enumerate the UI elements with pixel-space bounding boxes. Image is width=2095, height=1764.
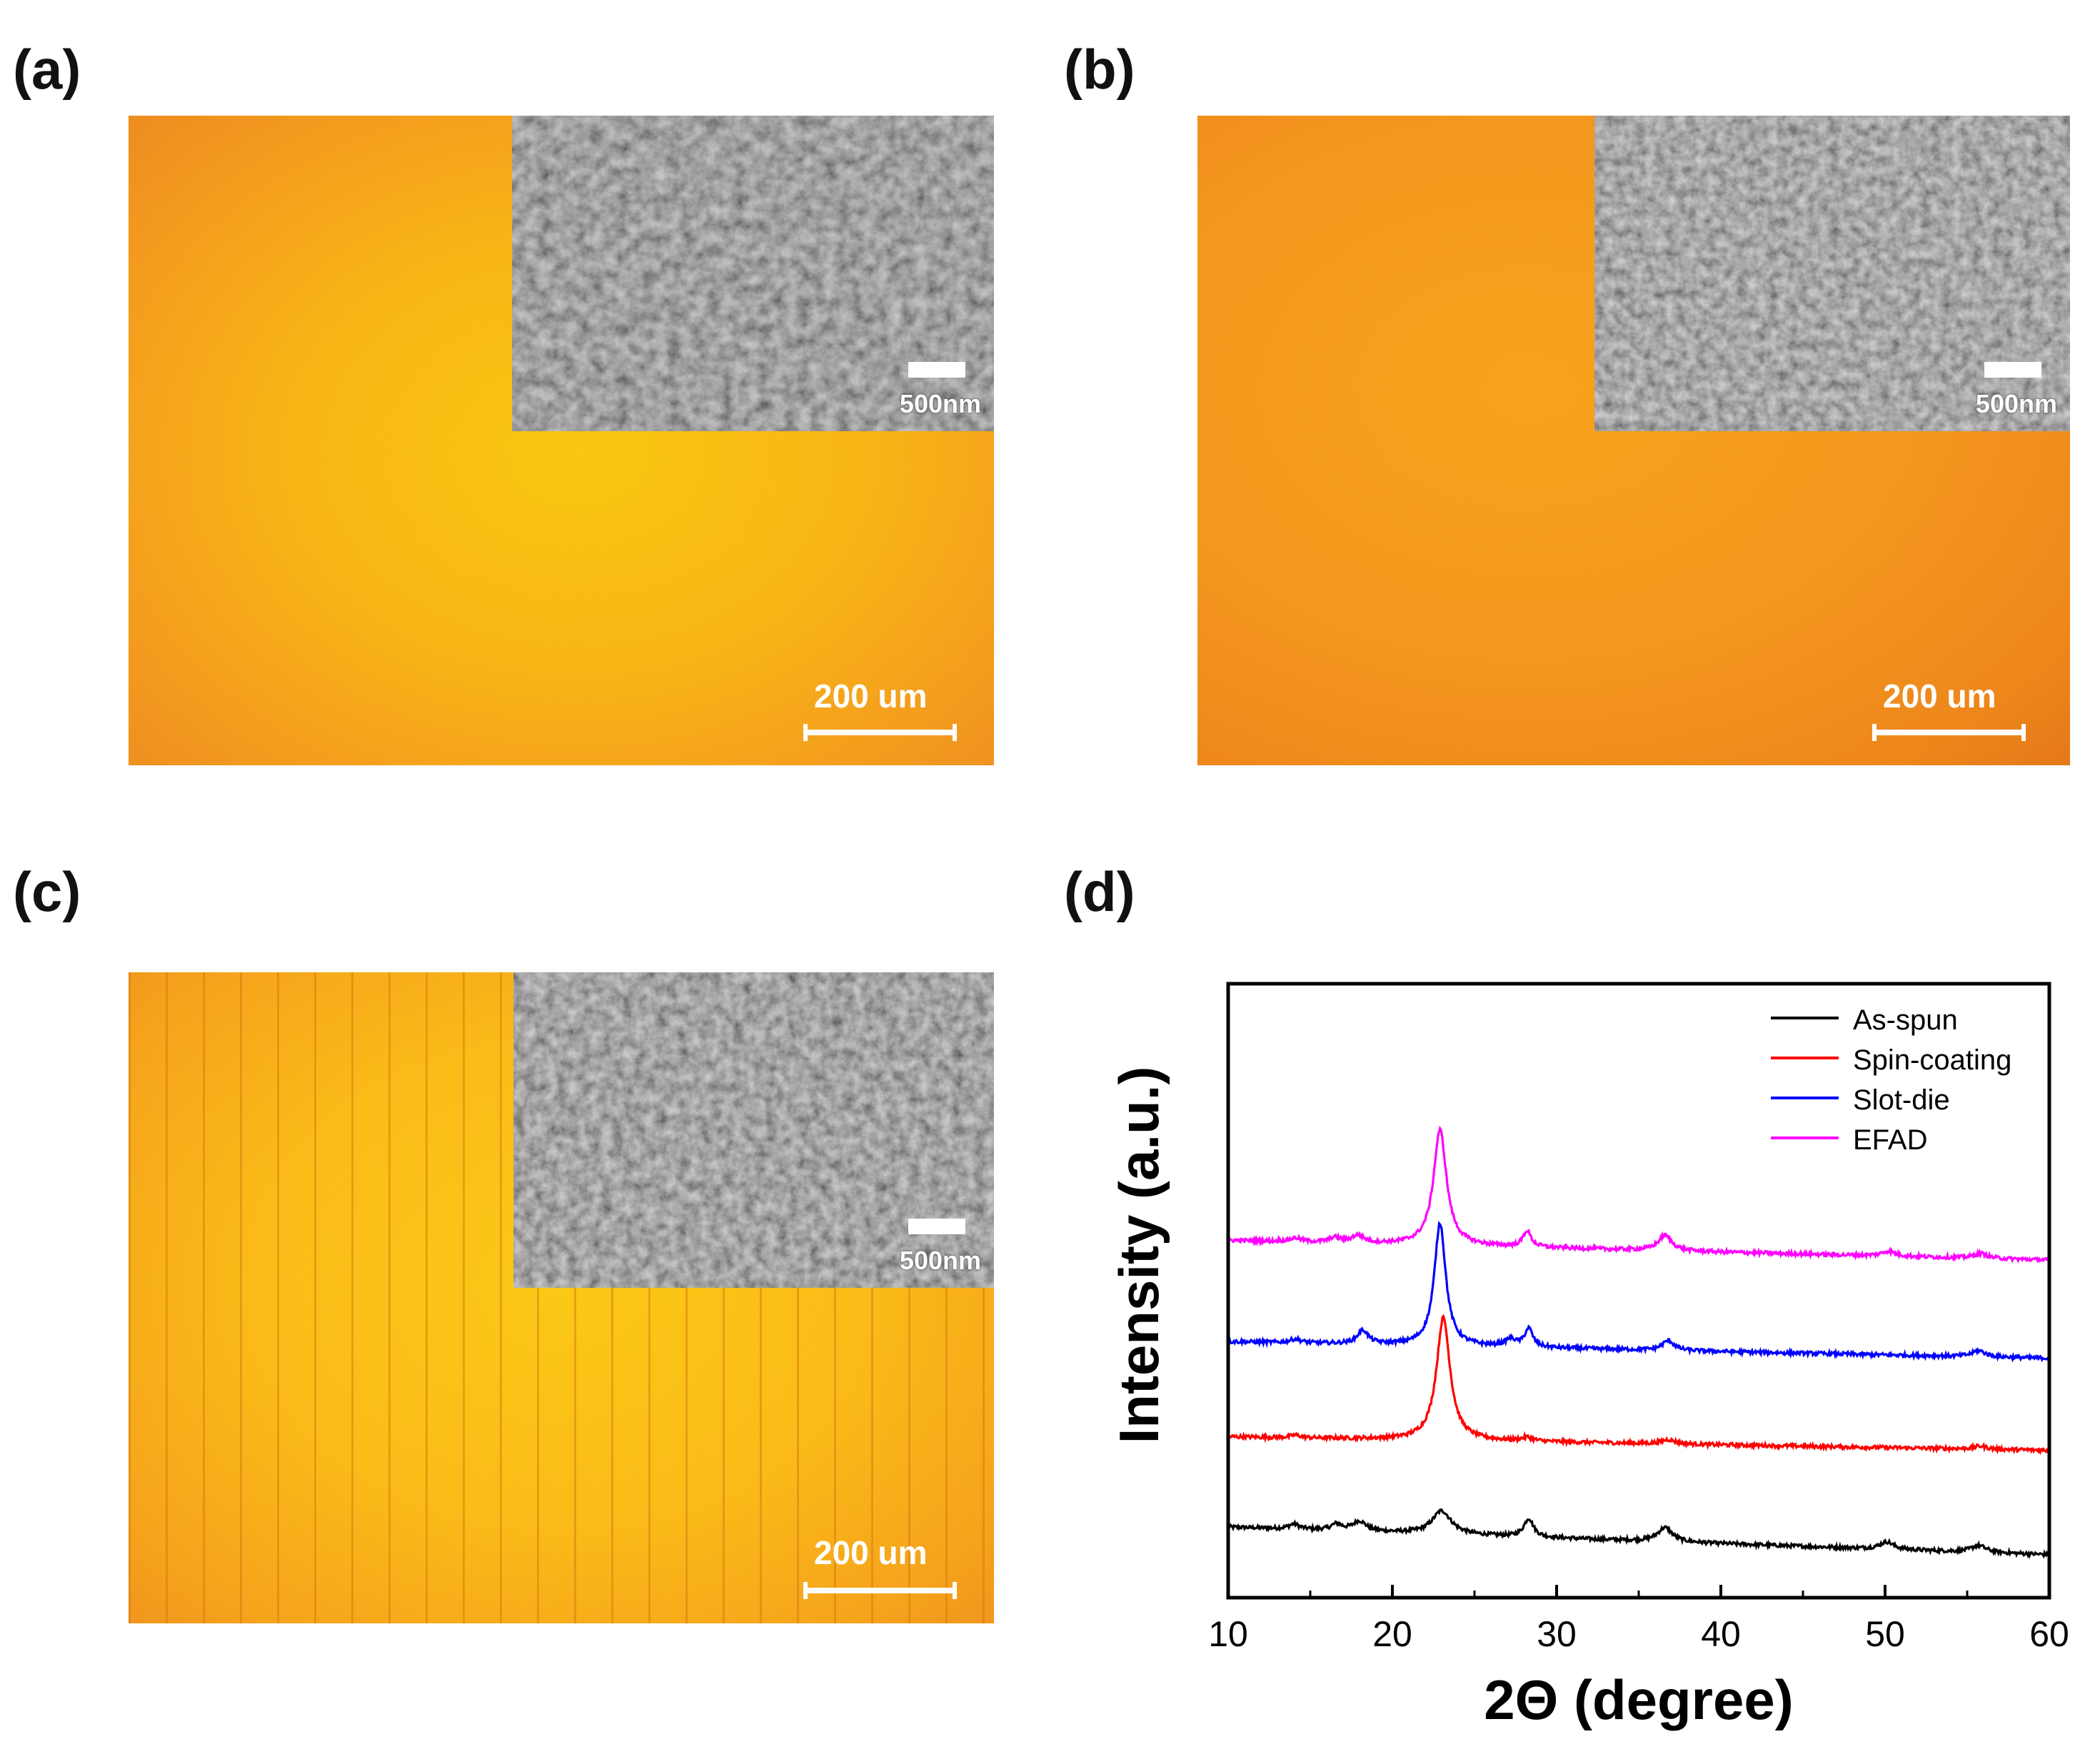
x-axis-label: 2Θ (degree) — [1484, 1668, 1793, 1731]
optical-image-b: 500nm 200 um — [1197, 116, 2070, 765]
panel-label-c: (c) — [13, 860, 81, 923]
legend-label: As-spun — [1853, 1004, 1958, 1036]
panel-label-d: (d) — [1064, 860, 1135, 923]
legend-label: Spin-coating — [1853, 1044, 2011, 1076]
sem-scale-label-c: 500nm — [899, 1246, 981, 1275]
scale-bar-b — [1872, 724, 2026, 741]
xrd-series-group — [1227, 1125, 2051, 1559]
plot-frame — [1226, 982, 2051, 1600]
optical-image-c: 500nm 200 um — [129, 972, 994, 1623]
scale-bar-a — [803, 724, 957, 741]
sem-scale-label-a: 500nm — [899, 389, 981, 418]
series-line-spin-coating — [1227, 1314, 2051, 1456]
series-line-as-spun — [1227, 1508, 2051, 1559]
optical-image-a: 500nm 200 um — [129, 116, 994, 765]
legend-label: Slot-die — [1853, 1084, 1950, 1116]
series-line-efad — [1227, 1125, 2051, 1264]
panel-label-b: (b) — [1064, 38, 1135, 101]
sem-inset-b: 500nm — [1594, 116, 2070, 431]
sem-scale-bar-a — [908, 362, 965, 378]
x-tick-label: 10 — [1208, 1614, 1248, 1654]
scale-label-a: 200 um — [814, 677, 928, 715]
x-tick-label: 60 — [2029, 1614, 2069, 1654]
sem-inset-a: 500nm — [512, 116, 994, 431]
scale-label-c: 200 um — [814, 1534, 928, 1571]
scale-label-b: 200 um — [1883, 677, 1996, 715]
scale-bar-c — [803, 1582, 957, 1599]
xrd-legend: As-spun Spin-coating Slot-die EFAD — [1771, 1004, 2011, 1156]
sem-scale-label-b: 500nm — [1975, 389, 2057, 418]
x-tick-label: 20 — [1372, 1614, 1412, 1654]
series-line-slot-die — [1227, 1221, 2050, 1363]
x-tick-label: 50 — [1865, 1614, 1905, 1654]
panel-label-a: (a) — [13, 38, 81, 101]
xrd-axes: 10 20 30 40 50 60 2Θ (degree) Intensity (a.u.) — [1107, 982, 2069, 1731]
sem-scale-bar-b — [1984, 362, 2041, 378]
x-tick-label: 30 — [1537, 1614, 1577, 1654]
y-axis-label: Intensity (a.u.) — [1107, 1067, 1170, 1444]
sem-inset-c: 500nm — [513, 972, 994, 1288]
sem-scale-bar-c — [908, 1219, 965, 1234]
x-tick-label: 40 — [1701, 1614, 1741, 1654]
legend-label: EFAD — [1853, 1124, 1927, 1156]
